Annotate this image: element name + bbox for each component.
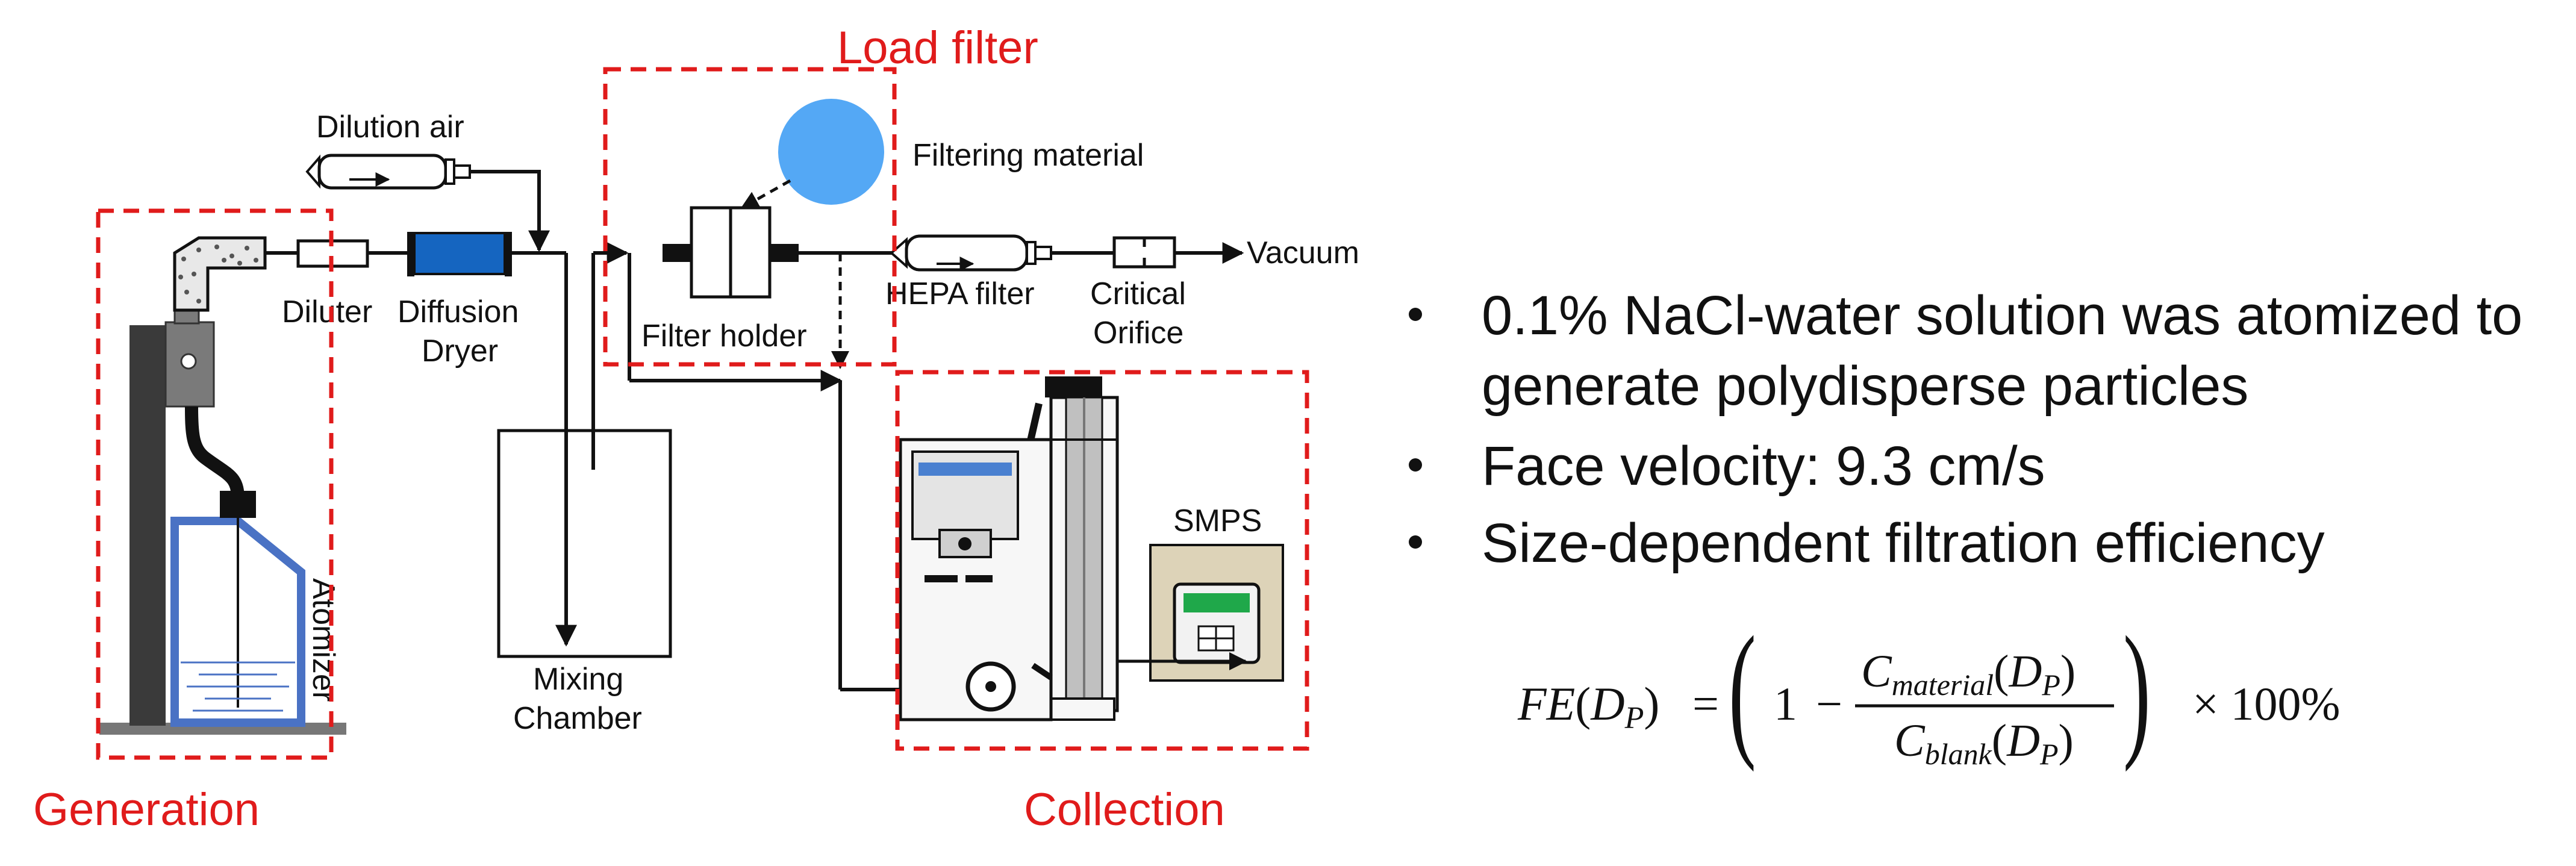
mixing-chamber — [497, 429, 672, 658]
svg-text:(: ( — [1729, 605, 1756, 773]
dilution-air-syringe — [305, 154, 550, 252]
svg-text:FE(DP): FE(DP) — [1517, 678, 1659, 735]
formula-arg: D — [1590, 678, 1624, 730]
dryer-label: Dryer — [422, 334, 498, 369]
filter-holder — [663, 206, 799, 299]
atomizer-hose — [185, 406, 245, 500]
filtering-material-label: Filtering material — [912, 138, 1144, 173]
smps-label: SMPS — [1173, 503, 1262, 538]
bullet-1-line-1: 0.1% NaCl-water solution was atomized to — [1482, 285, 2522, 346]
bullet-1-line-2: generate polydisperse particles — [1482, 355, 2248, 417]
svg-text:Cmaterial(DP): Cmaterial(DP) — [1861, 646, 2075, 702]
load-filter-box — [603, 67, 897, 367]
atomizer-label: Atomizer — [306, 578, 341, 702]
generation-box — [96, 208, 334, 760]
dilution-air-label: Dilution air — [316, 110, 464, 145]
bullet-3: Size-dependent filtration efficiency — [1482, 512, 2325, 574]
diffusion-label: Diffusion — [398, 294, 519, 329]
smps-instrument — [899, 376, 1284, 721]
svg-text:1: 1 — [1774, 678, 1797, 730]
collection-title: Collection — [1024, 784, 1225, 835]
bottle-cap — [220, 491, 256, 518]
bullet-2: Face velocity: 9.3 cm/s — [1482, 435, 2045, 497]
atomizer-assembly: Atomizer — [99, 236, 346, 735]
collection-box — [895, 370, 1309, 751]
diffusion-dryer — [413, 232, 506, 275]
stand-pole — [129, 325, 166, 726]
filtering-material-disk — [778, 99, 884, 205]
svg-text:−: − — [1816, 678, 1842, 730]
orifice-label: Orifice — [1093, 316, 1184, 350]
svg-text:=: = — [1692, 678, 1719, 730]
svg-text:): ) — [2123, 605, 2151, 773]
filtration-efficiency-formula: FE(DP) = ( 1 − Cmaterial(DP) Cblank(DP) … — [1517, 605, 2340, 773]
diluter-label: Diluter — [282, 294, 372, 329]
critical-label: Critical — [1090, 276, 1186, 311]
filter-holder-label: Filter holder — [641, 319, 807, 354]
generation-title: Generation — [33, 784, 260, 835]
atomizer-bottle — [170, 517, 305, 727]
svg-text:Cblank(DP): Cblank(DP) — [1894, 715, 2074, 771]
hepa-filter-label: HEPA filter — [885, 276, 1035, 311]
load-filter-title: Load filter — [837, 22, 1038, 73]
particle-elbow — [173, 236, 267, 312]
formula-multiplier: × 100% — [2192, 678, 2340, 730]
formula-lhs: FE — [1517, 678, 1575, 730]
chamber-label: Chamber — [513, 701, 642, 736]
vacuum-label: Vacuum — [1247, 235, 1359, 270]
mixing-label: Mixing — [533, 662, 623, 697]
atomizer-port — [180, 353, 197, 370]
bullet-list: 0.1% NaCl-water solution was atomized to… — [1409, 285, 2522, 574]
hepa-filter — [889, 234, 1052, 272]
